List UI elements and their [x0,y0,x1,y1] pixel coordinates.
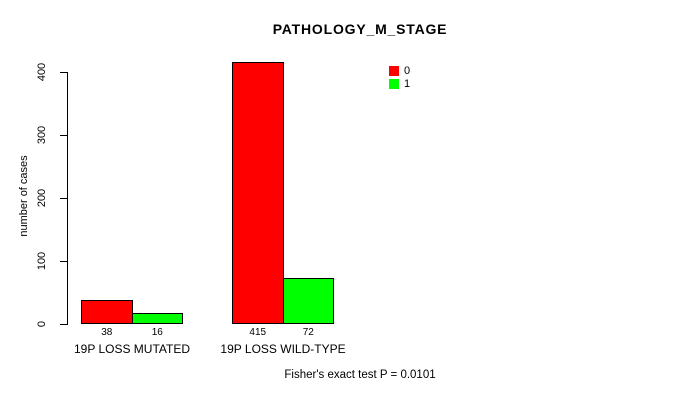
bar-series-0 [81,299,133,325]
y-axis-tick-label: 400 [36,62,48,82]
bar-value-label: 72 [302,327,314,338]
legend-label: 1 [404,78,411,90]
fisher-test-annotation: Fisher's exact test P = 0.0101 [284,369,436,381]
category-label: 19P LOSS WILD-TYPE [220,342,346,356]
bar-value-label: 415 [249,327,267,338]
y-axis-tick [59,71,67,73]
legend-item: 1 [389,78,411,90]
y-axis-tick [59,260,67,262]
y-axis-tick-label: 200 [36,188,48,208]
chart-title: PATHOLOGY_M_STAGE [272,21,448,37]
bar-value-label: 38 [101,327,113,338]
legend-label: 0 [404,65,411,77]
y-axis-line [66,71,68,325]
y-axis-tick-label: 100 [36,251,48,271]
legend-swatch-0 [389,66,399,76]
y-axis-tick [59,134,67,136]
bar-series-1 [282,278,334,325]
y-axis-tick [59,323,67,325]
y-axis-tick [59,197,67,199]
legend-item: 0 [389,65,411,77]
category-label: 19P LOSS MUTATED [73,342,191,356]
y-axis-tick-label: 300 [36,125,48,145]
bar-series-1 [131,313,183,325]
bar-series-0 [232,62,284,325]
y-axis-tick-label: 0 [36,320,48,328]
legend-swatch-1 [389,79,399,89]
bar-value-label: 16 [151,327,163,338]
